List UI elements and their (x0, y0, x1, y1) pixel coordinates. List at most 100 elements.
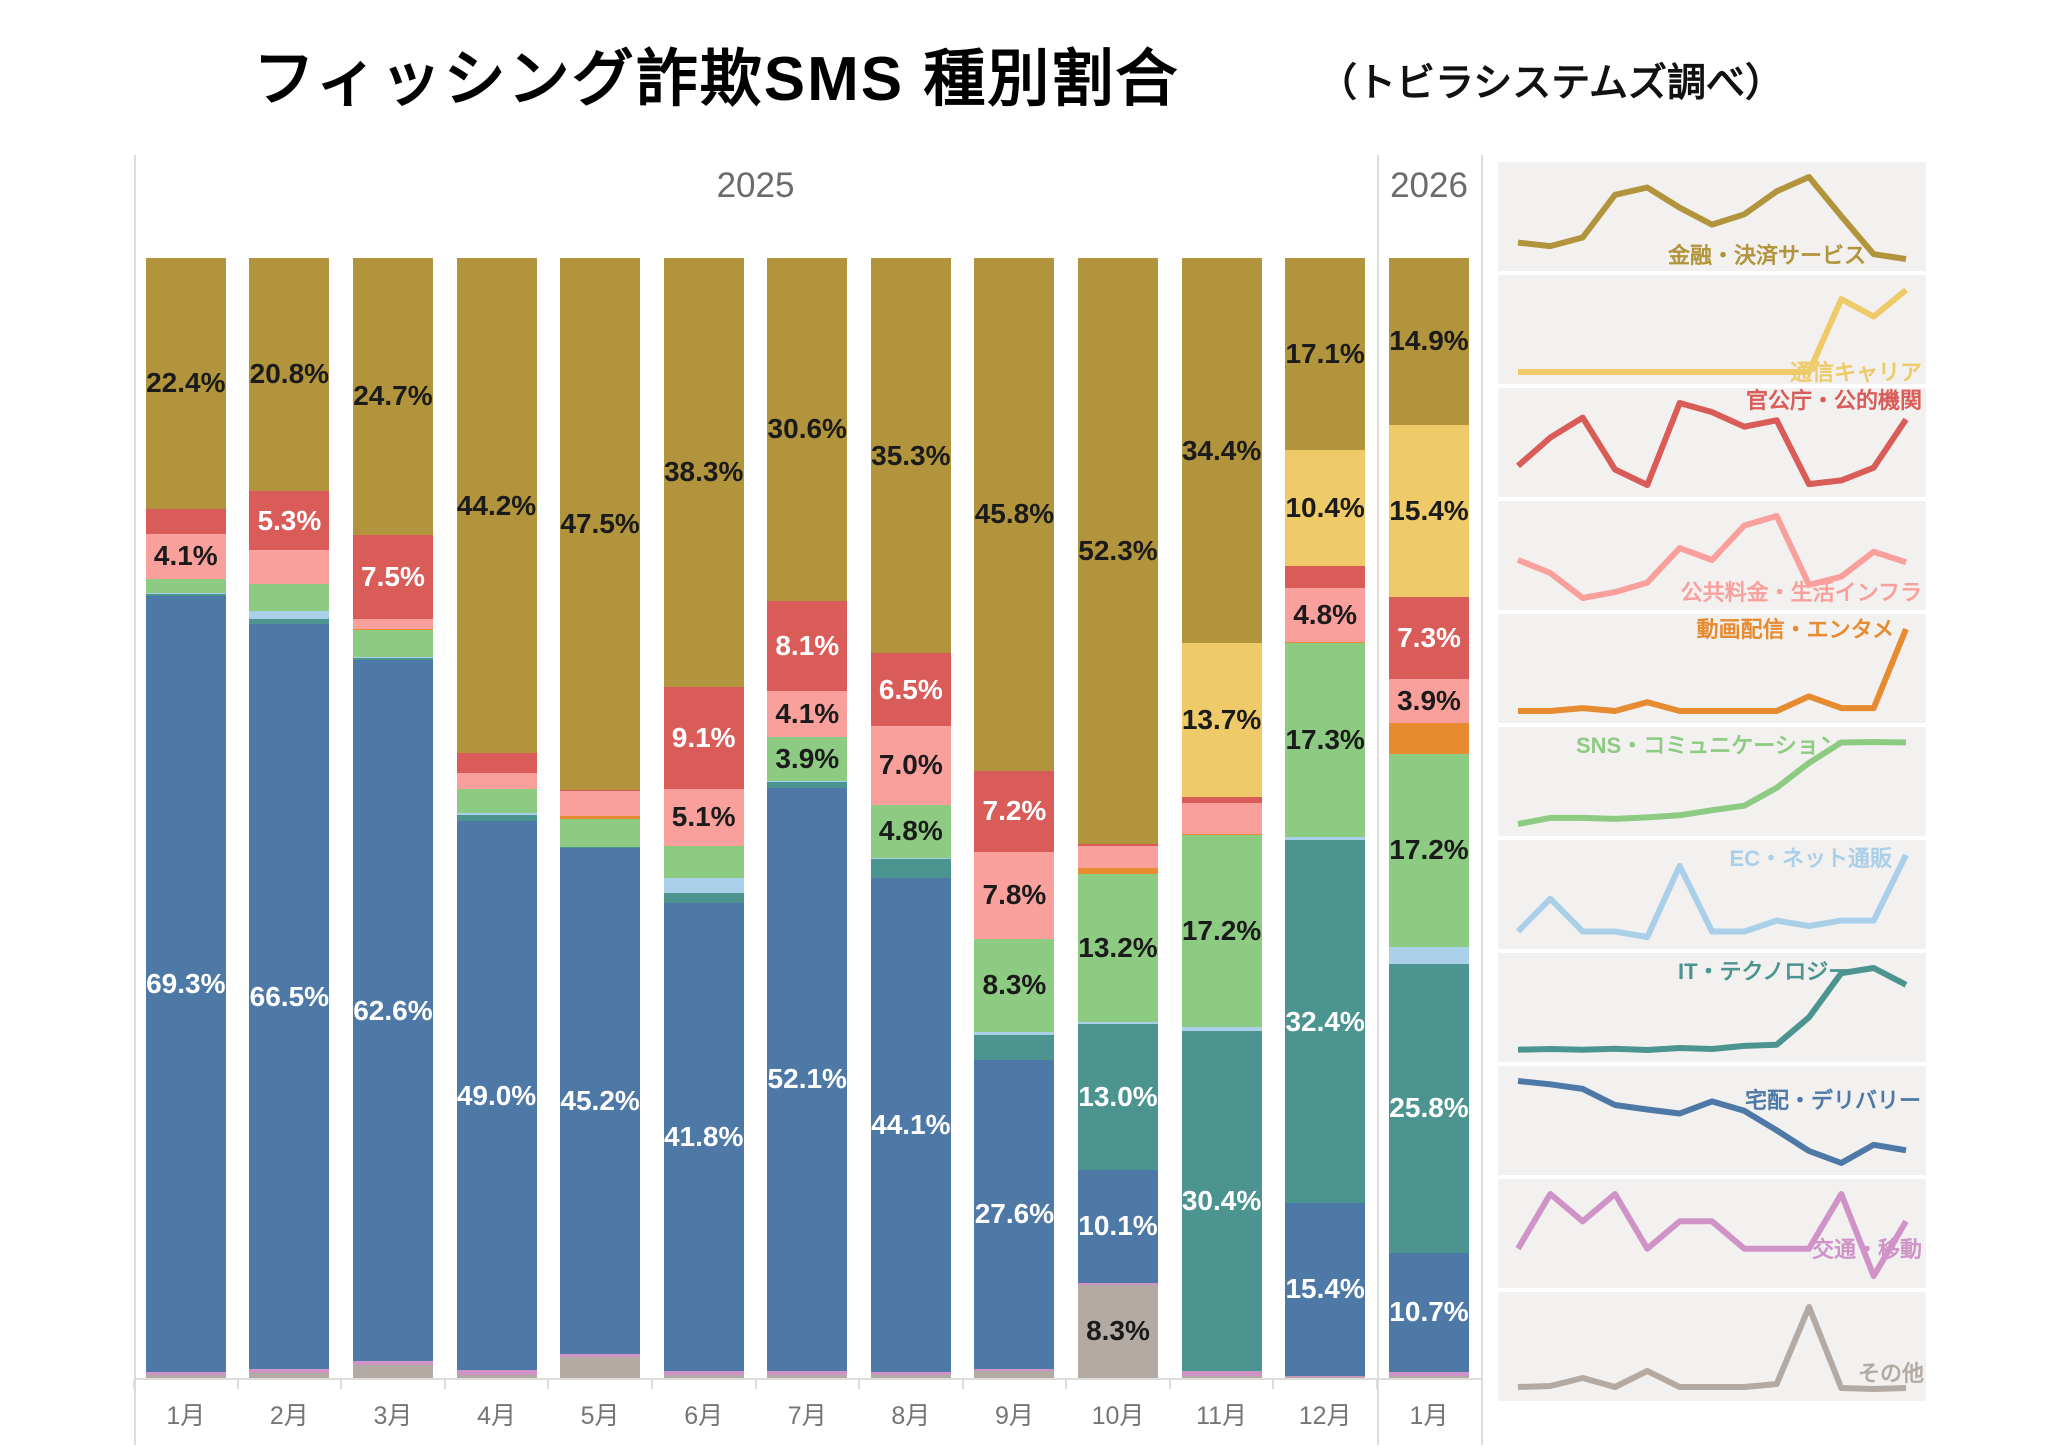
bar-segment (1389, 1372, 1469, 1376)
bar-segment: 38.3% (663, 258, 744, 687)
bar-value-label: 7.8% (982, 879, 1047, 911)
bar-segment (352, 656, 433, 658)
sparkline-7 (1515, 853, 1909, 940)
bar-segment: 8.1% (767, 600, 848, 692)
bar-segment (249, 583, 330, 611)
plot-right-border (1481, 155, 1483, 1445)
bar-value-label: 17.1% (1285, 337, 1365, 369)
month-label: 8月 (891, 1402, 931, 1430)
sparkline-panel: 動画配信・エンタメ (1498, 614, 1926, 723)
bar-segment (456, 1374, 537, 1378)
bar-segment (663, 845, 744, 879)
bar-value-label: 30.4% (1181, 1184, 1262, 1216)
sparkline-category-label: SNS・コミュニケーション (1576, 733, 1841, 758)
bar-segment (145, 508, 226, 534)
bar-column: 44.2% 49.0% (445, 258, 549, 1378)
bar-segment: 44.2% (456, 258, 537, 754)
bar-segment: 7.5% (352, 534, 433, 619)
sparkline-category-label: IT・テクノロジー (1678, 959, 1851, 984)
year-label-2026: 2026 (1390, 166, 1468, 205)
month-label: 3月 (373, 1402, 413, 1430)
sparkline-category-label: 交通・移動 (1811, 1237, 1922, 1262)
bar-segment: 24.7% (352, 258, 433, 535)
sparkline-panel: その他 (1498, 1292, 1926, 1401)
bar-column: 24.7% 7.5% 62.6% (341, 258, 445, 1378)
bar-segment (767, 781, 848, 783)
month-label: 5月 (580, 1402, 620, 1430)
bar-value-label: 10.1% (1078, 1210, 1158, 1242)
bar-segment (663, 1374, 744, 1378)
bar-value-label: 17.2% (1389, 834, 1469, 866)
bar-value-label: 4.1% (153, 540, 218, 572)
bar-value-label: 20.8% (249, 358, 330, 390)
bar-column: 52.3% 13.2% 13.0% 10.1% 8.3% (1066, 258, 1170, 1378)
bar-value-label: 4.8% (878, 815, 943, 847)
bar-segment (456, 753, 537, 774)
bar-segment (767, 782, 848, 788)
bar-value-label: 30.6% (767, 413, 847, 445)
bar-segment (1285, 642, 1366, 644)
bar-value-label: 7.0% (878, 749, 943, 781)
bar-segment (249, 1369, 330, 1374)
month-label: 6月 (684, 1402, 724, 1430)
bar-column: 45.8% 7.2% 7.8% 8.3% 27.6% (963, 258, 1067, 1378)
bar-segment: 22.4% (145, 258, 226, 509)
bar-segment: 27.6% (974, 1059, 1055, 1369)
bar-column: 35.3% 6.5% 7.0% 4.8% 44.1% (859, 258, 963, 1378)
axis-tick (236, 1380, 239, 1389)
stacked-bar: 35.3% 6.5% 7.0% 4.8% 44.1% (870, 258, 951, 1378)
bar-segment: 3.9% (1389, 679, 1469, 723)
sparkline-4 (1516, 513, 1907, 601)
axis-tick (340, 1380, 343, 1389)
plot-left-border (134, 155, 136, 1445)
bar-segment (663, 1371, 744, 1375)
bar-segment (249, 550, 330, 584)
bar-value-label: 10.7% (1389, 1296, 1469, 1328)
bar-value-label: 3.9% (1397, 684, 1461, 716)
bar-segment: 3.9% (767, 737, 848, 782)
bar-value-label: 7.5% (361, 560, 425, 592)
stacked-bar: 24.7% 7.5% 62.6% (352, 258, 433, 1378)
bar-segment: 4.8% (1285, 588, 1366, 643)
bar-segment: 17.1% (1285, 258, 1366, 450)
bar-segment: 25.8% (1389, 963, 1469, 1253)
bar-segment (870, 859, 951, 879)
bar-value-label: 44.2% (456, 489, 537, 521)
month-label-2026-jan: 1月 (1409, 1402, 1449, 1430)
bar-segment: 5.3% (249, 490, 330, 551)
bar-value-label: 38.3% (663, 456, 744, 488)
axis-tick (650, 1380, 653, 1389)
sparkline-panel: EC・ネット通販 (1498, 840, 1926, 949)
bar-segment (352, 628, 433, 630)
bar-value-label: 4.8% (1293, 599, 1358, 631)
bar-segment: 13.7% (1181, 643, 1262, 797)
stacked-bar-2026: 14.9% 15.4% 7.3% 3.9% 17.2% 25.8% 10.7% (1377, 258, 1481, 1378)
bar-segment (1077, 1282, 1158, 1285)
bar-segment (1285, 565, 1366, 589)
bar-segment (1285, 1376, 1366, 1378)
stacked-bar: 30.6% 8.1% 4.1% 3.9% 52.1% (767, 258, 848, 1378)
bar-segment (560, 790, 641, 792)
bar-segment: 30.6% (767, 258, 848, 601)
bar-segment (145, 1372, 226, 1375)
bar-segment: 45.8% (974, 258, 1055, 771)
bar-value-label: 22.4% (146, 367, 226, 399)
bar-segment: 15.4% (1285, 1203, 1366, 1376)
bar-value-label: 62.6% (353, 994, 433, 1026)
month-label: 1月 (166, 1402, 206, 1430)
bar-segment: 10.1% (1077, 1169, 1158, 1283)
sparkline-panel: 金融・決済サービス (1498, 162, 1926, 271)
bar-segment: 14.9% (1389, 258, 1469, 425)
month-label: 10月 (1091, 1402, 1145, 1430)
bar-segment (974, 1371, 1055, 1378)
month-label: 7月 (787, 1402, 827, 1430)
bar-segment: 10.7% (1389, 1252, 1469, 1373)
bar-segment (249, 1373, 330, 1378)
axis-tick (961, 1380, 964, 1389)
bar-column: 20.8% 5.3% 66.5% (238, 258, 342, 1378)
bar-segment (1285, 836, 1366, 841)
bar-value-label: 47.5% (560, 508, 640, 539)
bar-value-label: 14.9% (1389, 325, 1469, 357)
bar-value-label: 13.7% (1181, 703, 1262, 735)
